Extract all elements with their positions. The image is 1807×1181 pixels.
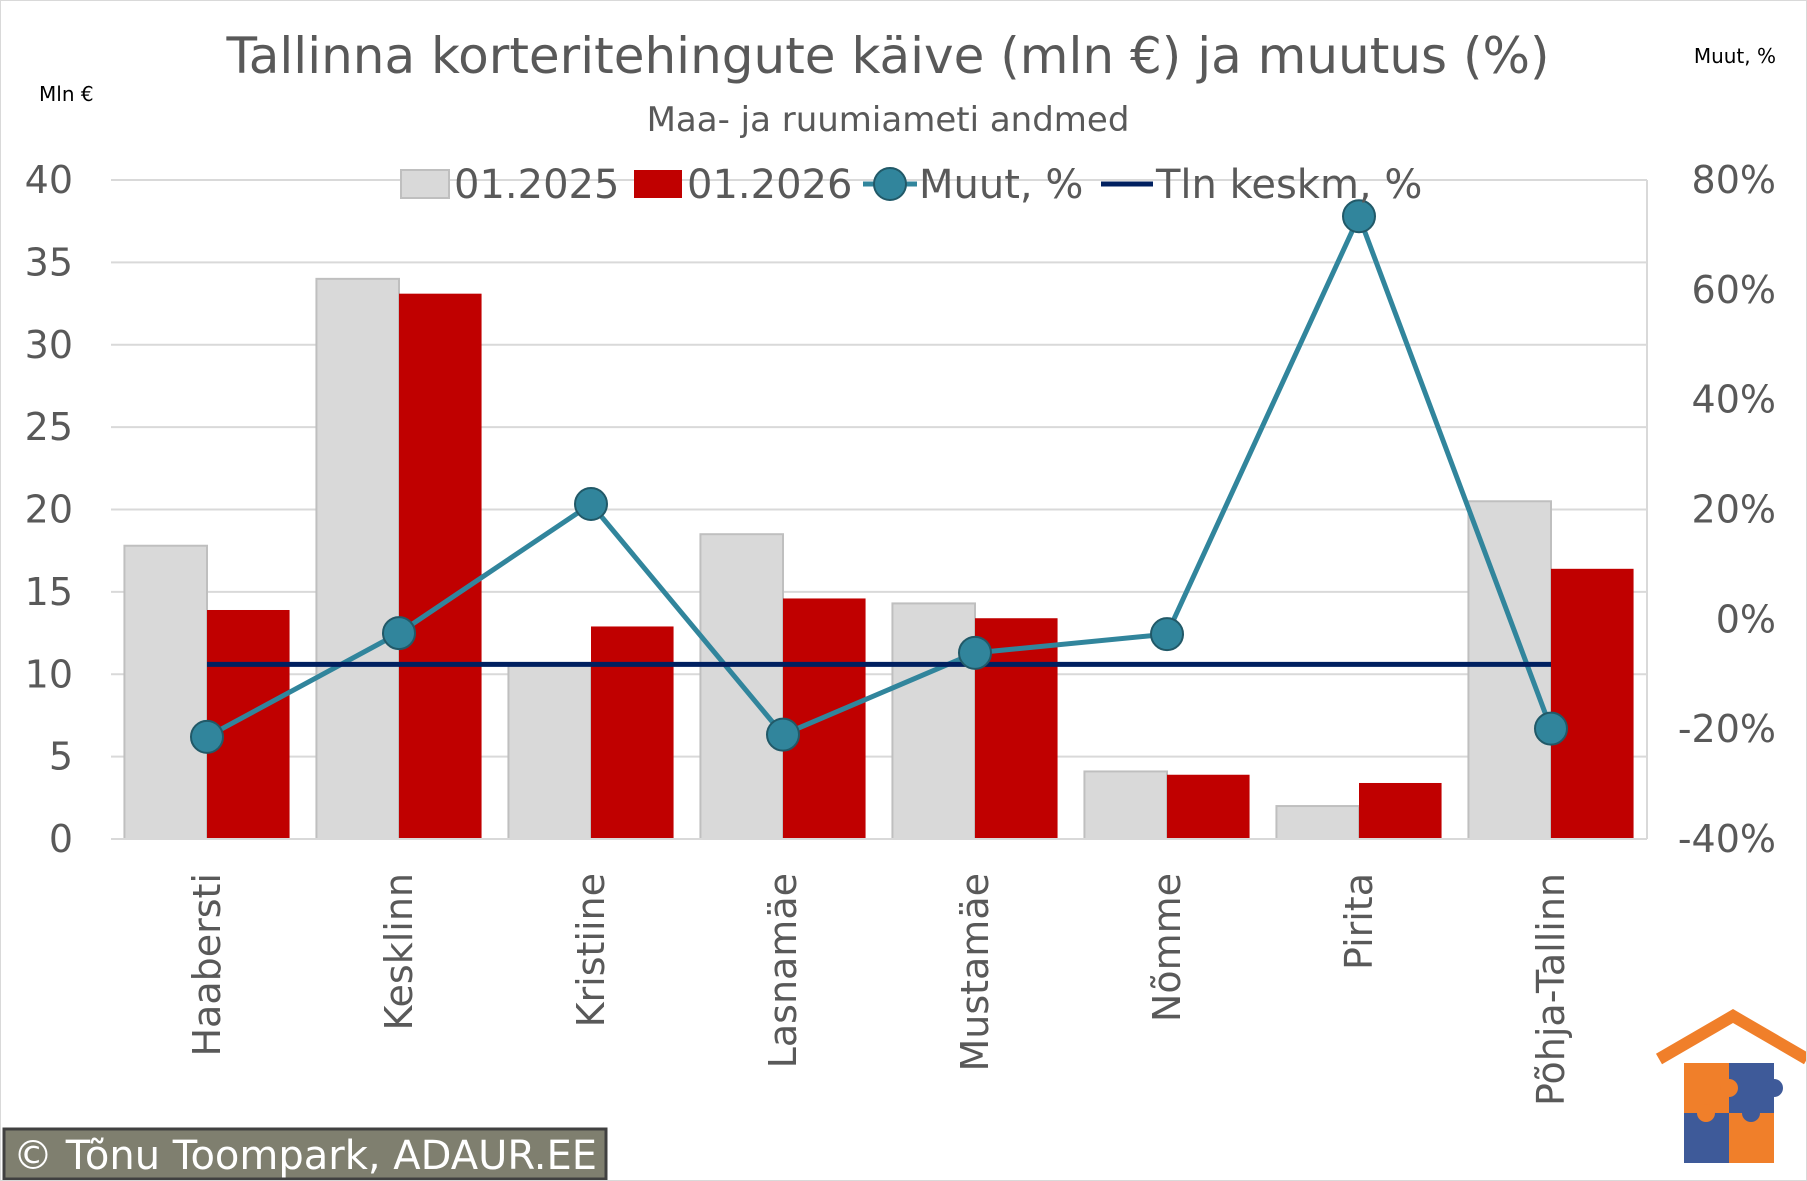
bar-01-2025 [1467,500,1552,840]
x-tick-label: Mustamäe [953,873,997,1072]
copyright-text: © Tõnu Toompark, ADAUR.EE [13,1133,597,1179]
legend-marker-muut [873,167,907,201]
legend-label-tln-keskm: Tln keskm, % [1155,162,1422,208]
x-tick-label: Lasnamäe [761,873,805,1068]
x-tick-label: Kristiine [569,873,613,1027]
y2-tick-label: 20% [1692,488,1776,532]
legend-label-01-2025: 01.2025 [454,162,619,208]
legend-label-muut: Muut, % [919,162,1083,208]
legend-swatch-01-2026 [634,170,682,198]
muut-point [1534,711,1568,746]
adaur-logo [1655,1009,1806,1163]
muut-point [1150,617,1184,652]
x-tick-label: Põhja-Tallinn [1529,873,1573,1106]
bar-01-2026 [399,293,482,839]
x-tick-label: Kesklinn [377,873,421,1031]
chart-subtitle: Maa- ja ruumiameti andmed [647,100,1130,140]
x-tick-label: Haabersti [185,873,229,1057]
muut-point [958,635,992,670]
bar-01-2025 [507,663,592,840]
y-tick-label: 40 [25,158,73,202]
y-tick-label: 20 [25,488,73,532]
x-tick-label: Pirita [1337,873,1381,970]
y2-tick-label: -40% [1678,817,1776,861]
bar-01-2026 [207,609,290,839]
y-tick-label: 5 [49,735,73,779]
y2-tick-label: 80% [1692,158,1776,202]
muut-point [1342,199,1376,234]
muut-point [766,717,800,752]
legend: 01.2025 01.2026 Muut, % Tln keskm, % [400,162,1422,208]
y-tick-label: 30 [25,323,73,367]
bar-01-2025 [891,602,976,840]
bar-01-2026 [1167,774,1250,839]
bar-01-2025 [1275,805,1360,840]
legend-swatch-01-2025 [400,169,450,199]
muut-point [574,487,608,522]
y2-tick-label: 0% [1716,597,1776,641]
y-tick-label: 25 [25,405,73,449]
y-tick-label: 0 [49,817,73,861]
legend-label-01-2026: 01.2026 [687,162,852,208]
bar-01-2026 [1551,568,1634,839]
y2-axis-label: Muut, % [1694,44,1776,68]
y-tick-label: 10 [25,652,73,696]
y-axis-label: Mln € [39,82,94,106]
bar-01-2026 [591,626,674,839]
y2-tick-label: 40% [1692,378,1776,422]
x-tick-label: Nõmme [1145,873,1189,1022]
y2-tick-label: -20% [1678,707,1776,751]
muut-point [190,719,224,754]
muut-point [382,616,416,651]
y2-tick-label: 60% [1692,268,1776,312]
bar-01-2025 [1083,770,1168,841]
y-tick-label: 35 [25,240,73,284]
bar-01-2026 [1359,782,1442,839]
copyright-box: © Tõnu Toompark, ADAUR.EE [2,1127,608,1180]
muut-line [205,209,1554,740]
chart-title: Tallinna korteritehingute käive (mln €) … [226,27,1550,85]
y-tick-label: 15 [25,570,73,614]
bar-01-2025 [123,544,208,840]
bar-01-2025 [315,277,400,841]
